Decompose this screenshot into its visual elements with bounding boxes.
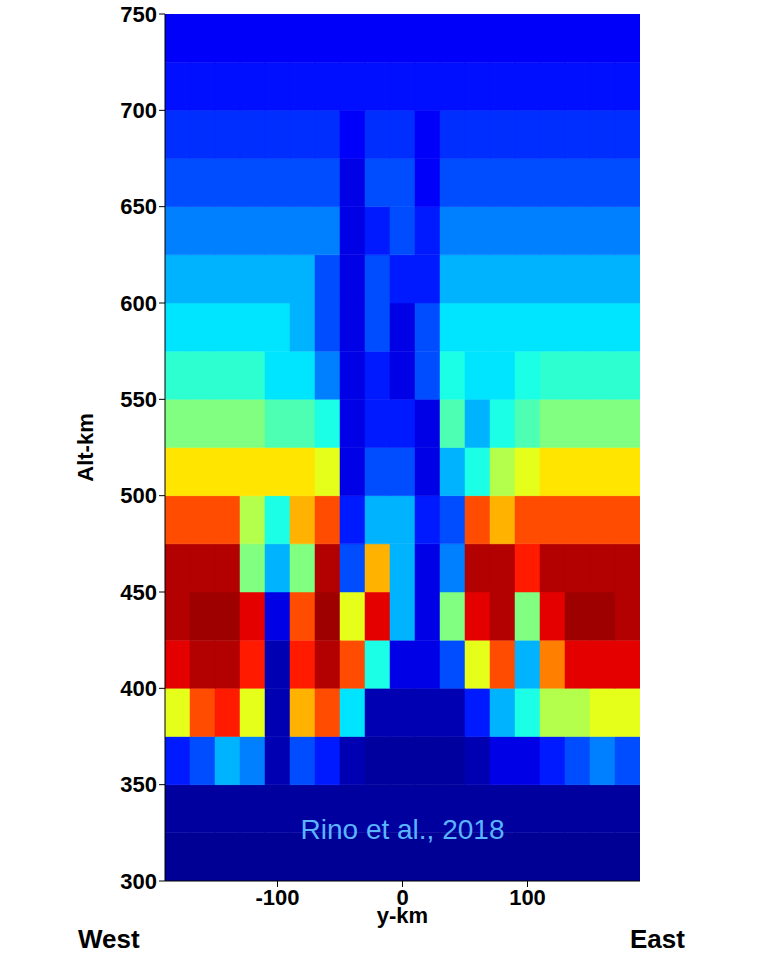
svg-text:350: 350 bbox=[120, 772, 157, 797]
svg-text:Alt-km: Alt-km bbox=[73, 413, 98, 481]
svg-text:0: 0 bbox=[396, 884, 409, 910]
svg-text:450: 450 bbox=[120, 580, 157, 605]
svg-text:600: 600 bbox=[120, 291, 157, 316]
svg-text:500: 500 bbox=[120, 483, 157, 508]
svg-text:700: 700 bbox=[120, 98, 157, 123]
html-text:East: East bbox=[630, 924, 685, 954]
svg-text:550: 550 bbox=[120, 387, 157, 412]
svg-text:100: 100 bbox=[509, 885, 546, 910]
svg-text:Rino et al., 2018: Rino et al., 2018 bbox=[301, 814, 505, 845]
svg-text:400: 400 bbox=[120, 676, 157, 701]
svg-text:750: 750 bbox=[120, 2, 157, 27]
html-text:West: West bbox=[78, 924, 140, 954]
svg-text:650: 650 bbox=[120, 194, 157, 219]
svg-text:y-km: y-km bbox=[377, 903, 428, 928]
svg-text:-100: -100 bbox=[255, 885, 299, 910]
svg-text:300: 300 bbox=[120, 869, 157, 894]
